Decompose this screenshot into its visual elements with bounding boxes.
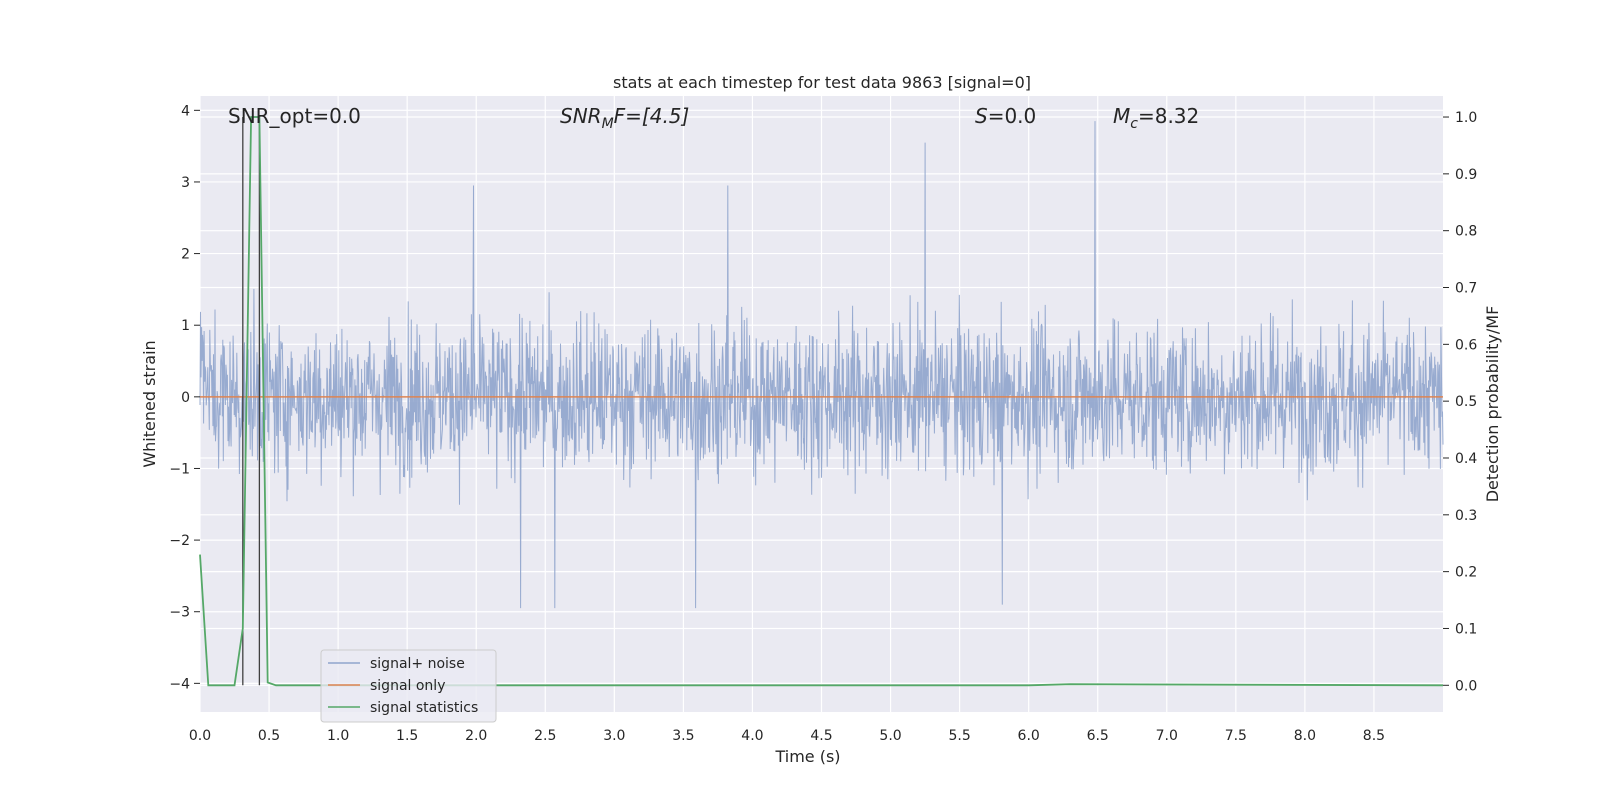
x-axis-label: Time (s) — [774, 747, 840, 766]
y-axis-label-left: Whitened strain — [140, 340, 159, 467]
x-tick-label: 1.5 — [396, 728, 418, 744]
annotation-snr-opt: SNR_opt=0.0 — [228, 104, 361, 128]
y-tick-label-left: −1 — [169, 461, 190, 477]
x-tick-label: 5.5 — [948, 728, 970, 744]
y-tick-label-right: 0.6 — [1455, 337, 1477, 353]
chart-title: stats at each timestep for test data 986… — [613, 73, 1031, 92]
x-tick-label: 6.0 — [1018, 728, 1040, 744]
noise-layer — [199, 121, 1444, 609]
y-tick-label-right: 0.1 — [1455, 621, 1477, 637]
y-tick-label-right: 0.9 — [1455, 167, 1477, 183]
legend-label-signal-statistics: signal statistics — [370, 700, 478, 716]
annotation-s: S=0.0 — [975, 104, 1036, 128]
y-tick-label-right: 0.4 — [1455, 451, 1477, 467]
x-tick-label: 8.5 — [1363, 728, 1385, 744]
x-tick-label: 6.5 — [1087, 728, 1109, 744]
x-tick-label: 7.0 — [1156, 728, 1178, 744]
y-tick-label-left: 2 — [181, 247, 190, 263]
x-tick-label: 2.0 — [465, 728, 487, 744]
series-layer — [199, 116, 1444, 687]
y-tick-label-right: 0.0 — [1455, 678, 1477, 694]
y-tick-label-right: 1.0 — [1455, 110, 1477, 126]
x-tick-label: 4.0 — [741, 728, 763, 744]
x-tick-label: 2.5 — [534, 728, 556, 744]
x-tick-label: 0.0 — [189, 728, 211, 744]
y-tick-label-left: −2 — [169, 533, 190, 549]
legend-label-noise: signal+ noise — [370, 656, 465, 672]
y-tick-label-left: −3 — [169, 605, 190, 621]
y-tick-label-left: 4 — [181, 103, 190, 119]
y-tick-label-left: 1 — [181, 318, 190, 334]
x-tick-label: 5.0 — [879, 728, 901, 744]
legend-label-signal-only: signal only — [370, 678, 445, 694]
y-axis-label-right: Detection probability/MF — [1483, 306, 1502, 503]
x-tick-label: 4.5 — [810, 728, 832, 744]
y-tick-label-right: 0.3 — [1455, 508, 1477, 524]
y-tick-label-right: 0.8 — [1455, 224, 1477, 240]
legend: signal+ noise signal only signal statist… — [320, 649, 497, 723]
x-tick-label: 7.5 — [1225, 728, 1247, 744]
legend-box — [320, 649, 497, 723]
y-tick-label-right: 0.2 — [1455, 565, 1477, 581]
x-tick-label: 1.0 — [327, 728, 349, 744]
y-tick-label-right: 0.7 — [1455, 281, 1477, 297]
annotation-snr-mf: SNRMF=[4.5] — [560, 104, 689, 132]
x-tick-label: 0.5 — [258, 728, 280, 744]
y-tick-label-left: 3 — [181, 175, 190, 191]
series-signal-statistics-line — [199, 116, 1444, 687]
x-tick-label: 3.0 — [603, 728, 625, 744]
y-tick-label-left: −4 — [169, 676, 190, 692]
series-signal-noise-line — [199, 121, 1444, 609]
x-tick-label: 8.0 — [1294, 728, 1316, 744]
x-tick-label: 3.5 — [672, 728, 694, 744]
annotation-mc: Mc=8.32 — [1113, 104, 1199, 132]
y-tick-label-left: 0 — [181, 390, 190, 406]
y-tick-label-right: 0.5 — [1455, 394, 1477, 410]
axis-layer: 0.0 0.5 1.0 1.5 2.0 2.5 3.0 3.5 4.0 4.5 5.0 5.5 6.0 6… — [169, 103, 1477, 744]
